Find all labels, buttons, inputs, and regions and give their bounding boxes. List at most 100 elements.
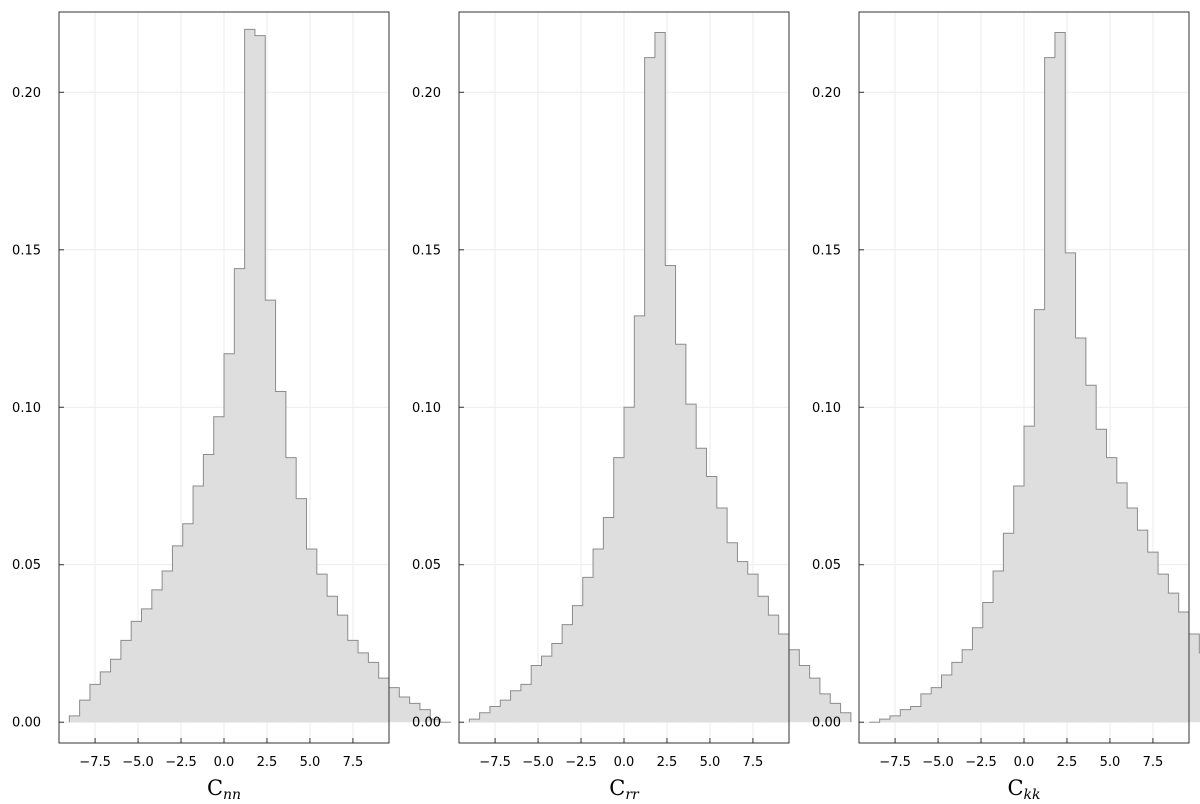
histogram-bar bbox=[1075, 337, 1087, 723]
histogram-bar bbox=[141, 608, 153, 723]
histogram-bar bbox=[316, 574, 328, 723]
histogram-bar bbox=[654, 32, 666, 723]
histogram-bar bbox=[306, 548, 318, 723]
x-tick-label: 0.0 bbox=[1014, 755, 1035, 770]
histogram-bar bbox=[727, 542, 738, 723]
x-tick-label: 2.5 bbox=[257, 755, 278, 770]
histogram-bar bbox=[151, 589, 163, 723]
histogram-bar bbox=[409, 703, 421, 723]
histogram-bar bbox=[1147, 552, 1159, 723]
x-axis-label: Cnn bbox=[207, 776, 241, 800]
histogram-bar bbox=[1168, 593, 1179, 723]
histogram-bar bbox=[562, 624, 573, 723]
histogram-bar bbox=[716, 508, 728, 723]
histogram-bar bbox=[419, 709, 431, 723]
histogram-bar bbox=[582, 577, 594, 723]
x-tick-label: 7.5 bbox=[343, 755, 364, 770]
histogram-bar bbox=[593, 548, 604, 723]
histogram-bar bbox=[675, 344, 687, 723]
y-tick-label: 0.00 bbox=[412, 716, 441, 731]
histogram-bar bbox=[962, 649, 973, 723]
x-tick-label: −2.5 bbox=[965, 755, 997, 770]
histogram-bar bbox=[1044, 57, 1056, 723]
histogram-bar bbox=[900, 709, 911, 723]
histogram-bar bbox=[1178, 611, 1190, 723]
x-tick-label: −5.0 bbox=[922, 755, 954, 770]
x-tick-label: −5.0 bbox=[522, 755, 554, 770]
x-axis-label-subscript: kk bbox=[1024, 787, 1041, 800]
y-tick-label: 0.20 bbox=[412, 86, 441, 101]
histogram-outline bbox=[869, 31, 1200, 723]
histogram-bar bbox=[1034, 309, 1045, 723]
histogram-bar bbox=[69, 715, 80, 723]
histogram-bar bbox=[131, 621, 142, 723]
x-tick-label: −5.0 bbox=[122, 755, 154, 770]
histogram-bar bbox=[982, 602, 994, 723]
histogram-bar bbox=[993, 571, 1004, 723]
histogram-bar bbox=[634, 315, 645, 723]
y-tick-label: 0.10 bbox=[412, 401, 441, 416]
histogram-bar bbox=[696, 448, 707, 723]
histogram-bar bbox=[737, 561, 749, 723]
histogram-bar bbox=[685, 404, 697, 723]
histogram-bar bbox=[389, 687, 400, 723]
histogram-bar bbox=[296, 498, 307, 723]
histogram-bar bbox=[224, 353, 235, 723]
x-tick-label: 5.0 bbox=[1100, 755, 1121, 770]
histogram-bar bbox=[768, 615, 779, 723]
histogram-bar bbox=[789, 649, 800, 723]
y-tick-label: 0.15 bbox=[12, 243, 41, 258]
x-tick-label: 7.5 bbox=[743, 755, 764, 770]
histogram-bar bbox=[479, 712, 491, 723]
histogram-bar bbox=[799, 665, 810, 723]
histogram-bar bbox=[1065, 252, 1076, 723]
histogram-bar bbox=[1024, 426, 1035, 723]
histogram-bar bbox=[931, 687, 942, 723]
x-axis-label-subscript: rr bbox=[625, 787, 640, 800]
histogram-bar bbox=[265, 300, 276, 723]
y-tick-label: 0.05 bbox=[12, 558, 41, 573]
histogram-bar bbox=[572, 605, 584, 723]
histogram-bar bbox=[551, 643, 563, 723]
x-axis-label: Ckk bbox=[1007, 776, 1040, 800]
x-tick-label: 7.5 bbox=[1143, 755, 1164, 770]
y-tick-label: 0.05 bbox=[412, 558, 441, 573]
histogram-bar bbox=[603, 517, 614, 723]
histogram-bar bbox=[972, 627, 984, 723]
histogram-bar bbox=[920, 693, 932, 723]
histogram-bar bbox=[1158, 574, 1169, 723]
histogram-bar bbox=[778, 634, 790, 723]
histogram-bar bbox=[840, 712, 852, 723]
y-tick-label: 0.00 bbox=[12, 716, 41, 731]
histogram-bar bbox=[520, 684, 532, 723]
histogram-bar bbox=[531, 665, 542, 723]
y-tick-label: 0.20 bbox=[12, 86, 41, 101]
histogram-bar bbox=[1127, 508, 1138, 723]
y-tick-label: 0.10 bbox=[812, 401, 841, 416]
histogram-bar bbox=[275, 391, 287, 723]
histogram-bar bbox=[809, 678, 821, 723]
histogram-bar bbox=[830, 703, 841, 723]
y-tick-label: 0.05 bbox=[812, 558, 841, 573]
histogram-bar bbox=[430, 719, 441, 723]
histogram-bar bbox=[624, 407, 635, 723]
x-tick-label: 0.0 bbox=[614, 755, 635, 770]
x-tick-label: −2.5 bbox=[565, 755, 597, 770]
histogram-bar bbox=[613, 457, 625, 723]
x-tick-label: −2.5 bbox=[165, 755, 197, 770]
histogram-bar bbox=[172, 545, 184, 723]
histogram-bar bbox=[120, 640, 132, 723]
y-tick-label: 0.00 bbox=[812, 716, 841, 731]
histogram-bar bbox=[1137, 530, 1149, 723]
histogram-bar bbox=[327, 596, 338, 723]
histogram-bar bbox=[378, 678, 390, 723]
histogram-bar bbox=[489, 706, 501, 723]
histogram-bar bbox=[234, 268, 245, 723]
histogram-bar bbox=[910, 706, 922, 723]
histogram-bar bbox=[347, 640, 359, 723]
histogram-bar bbox=[644, 57, 656, 723]
histogram-bar bbox=[500, 700, 511, 723]
histogram-bar bbox=[510, 690, 522, 723]
histogram-bar bbox=[399, 697, 410, 723]
